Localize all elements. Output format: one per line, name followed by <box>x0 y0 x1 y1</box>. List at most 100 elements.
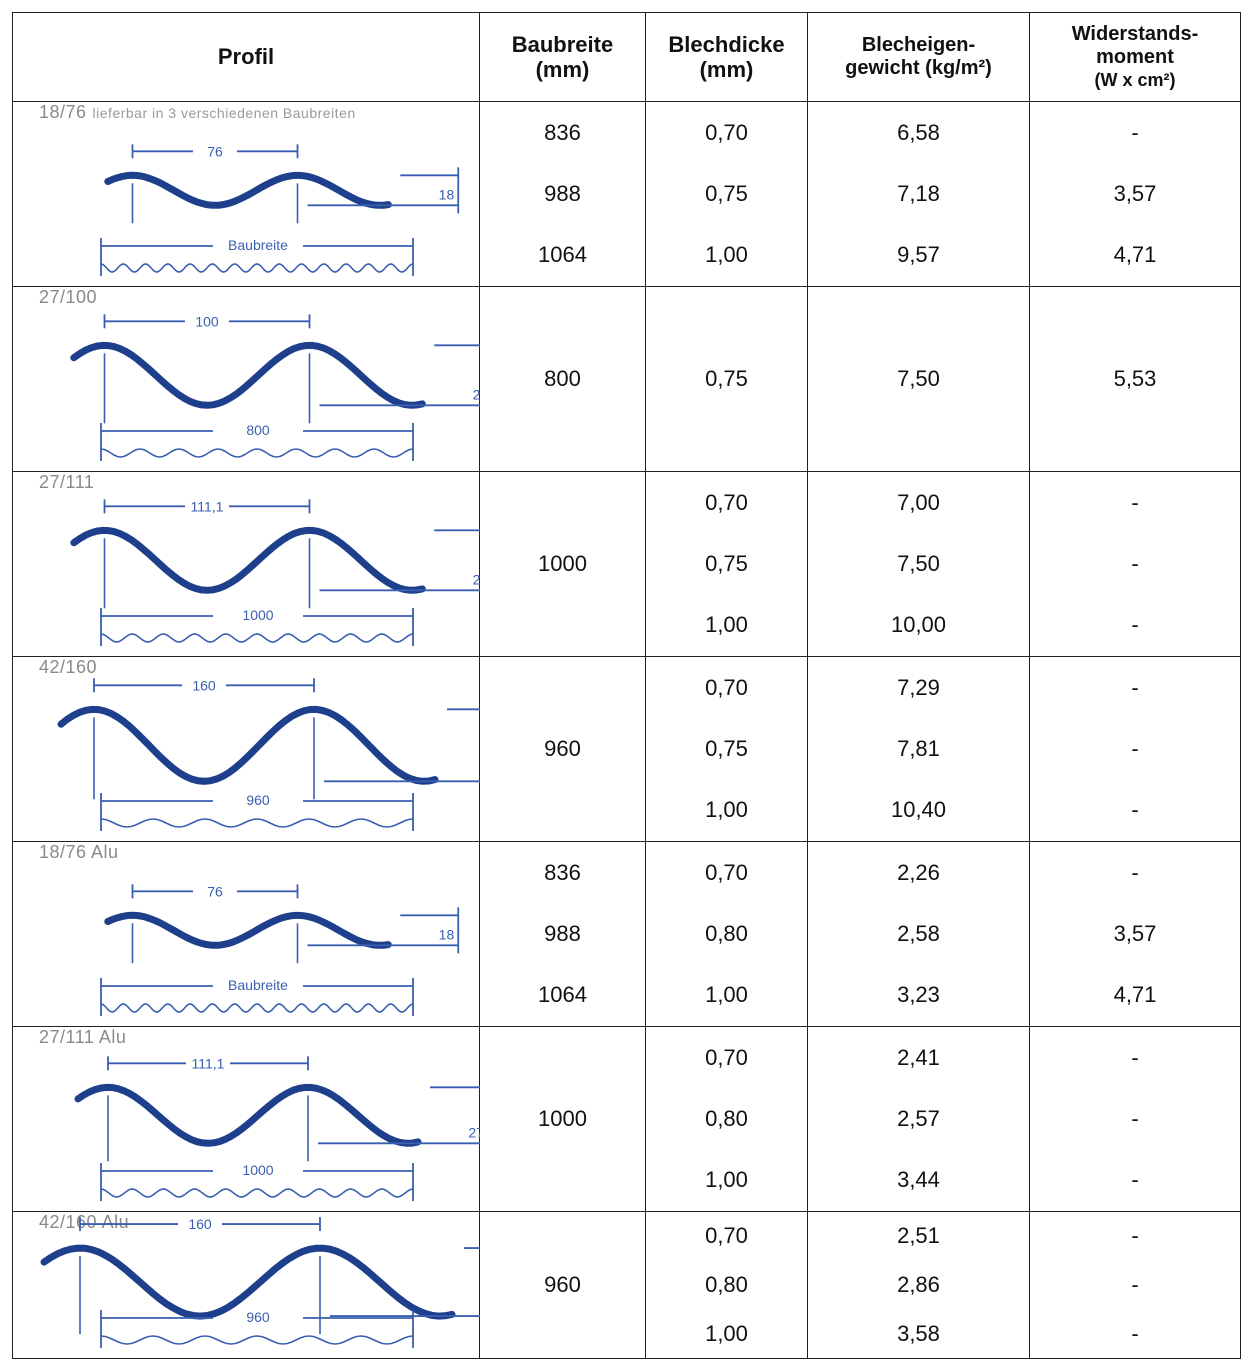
gewicht-value: 7,50 <box>897 550 940 576</box>
table-row: 27/100 100 27 800 800 0,75 7,50 5,53 <box>12 286 1241 472</box>
moment-value: - <box>1131 797 1139 823</box>
profile-name: 27/111 <box>39 472 95 492</box>
blechdicke-value: 0,70 <box>705 1044 748 1070</box>
wave-profile <box>70 526 426 594</box>
blechdicke-cell: 0,70 0,75 1,00 <box>645 101 808 287</box>
profile-cell: 27/111 111,1 27 1000 <box>12 471 480 657</box>
blechdicke-value: 0,70 <box>705 1223 748 1249</box>
wave-profile-small <box>100 448 414 458</box>
moment-cell: - - - <box>1029 471 1241 657</box>
dim-width-label: Baubreite <box>228 977 288 993</box>
gewicht-cell: 6,58 7,18 9,57 <box>807 101 1030 287</box>
blechdicke-cell: 0,70 0,80 1,00 <box>645 1026 808 1212</box>
gewicht-cell: 2,51 2,86 3,58 <box>807 1211 1030 1359</box>
dim-pitch-label: 76 <box>207 143 223 159</box>
profile-name: 27/111 Alu <box>39 1027 127 1047</box>
header-profil: Profil <box>12 12 480 102</box>
profile-drawing: 76 18 Baubreite <box>100 883 460 1016</box>
wave-profile-small <box>100 1188 414 1198</box>
moment-value: - <box>1131 550 1139 576</box>
baubreite-value: 1000 <box>538 1106 587 1131</box>
moment-value: 4,71 <box>1113 242 1157 268</box>
dim-height-label: 18 <box>439 186 455 202</box>
moment-cell: - - - <box>1029 656 1241 842</box>
table-row: 18/76 lieferbar in 3 verschiedenen Baubre… <box>12 101 1241 287</box>
blechdicke-cell: 0,70 0,80 1,00 <box>645 841 808 1027</box>
dim-width-label: Baubreite <box>228 237 288 253</box>
table-row: 18/76 Alu 76 18 Baubreite 836 988 1064 0,70 0,80… <box>12 841 1241 1027</box>
gewicht-value: 6,58 <box>897 119 940 145</box>
baubreite-cell: 836 988 1064 <box>479 841 646 1027</box>
gewicht-value: 7,50 <box>897 366 940 391</box>
profile-cell: 42/16016042960 <box>12 656 480 842</box>
gewicht-cell: 7,50 <box>807 286 1030 472</box>
blechdicke-value: 1,00 <box>705 242 748 268</box>
dim-height-label: 27 <box>473 386 480 402</box>
dim-pitch-label: 111,1 <box>192 1055 225 1071</box>
blechdicke-value: 0,80 <box>705 1271 748 1297</box>
profile-label: 42/160 Alu <box>39 1212 129 1233</box>
baubreite-value: 988 <box>544 920 581 946</box>
dim-pitch-label: 111,1 <box>191 498 224 514</box>
profile-cell: 42/160 Alu16042960 <box>12 1211 480 1359</box>
moment-value: - <box>1131 1044 1139 1070</box>
header-gewicht: Blecheigen-gewicht (kg/m²) <box>807 12 1030 102</box>
gewicht-value: 2,57 <box>897 1105 940 1131</box>
profile-cell: 27/100 100 27 800 <box>12 286 480 472</box>
moment-value: - <box>1131 1271 1139 1297</box>
profile-name: 42/160 <box>39 657 98 677</box>
gewicht-value: 9,57 <box>897 242 940 268</box>
dim-width-label: 1000 <box>242 1162 273 1178</box>
wave-profile <box>104 171 392 209</box>
dim-height-label: 18 <box>439 926 455 942</box>
dim-pitch-label: 160 <box>188 1216 212 1232</box>
dim-width-label: 1000 <box>242 607 273 623</box>
gewicht-value: 2,51 <box>897 1223 940 1249</box>
baubreite-cell: 1000 <box>479 471 646 657</box>
gewicht-value: 7,29 <box>897 674 940 700</box>
profile-name: 18/76 <box>39 102 87 122</box>
dim-width-label: 960 <box>246 1309 270 1325</box>
gewicht-value: 10,40 <box>890 797 947 823</box>
baubreite-value: 960 <box>544 736 581 761</box>
gewicht-value: 2,86 <box>897 1271 940 1297</box>
blechdicke-value: 0,75 <box>705 735 748 761</box>
moment-cell: - 3,57 4,71 <box>1029 841 1241 1027</box>
dim-width-label: 800 <box>246 422 270 438</box>
profile-drawing: 100 27 800 <box>70 313 480 461</box>
blechdicke-value: 0,70 <box>705 119 748 145</box>
moment-value: - <box>1131 1320 1139 1346</box>
profile-label: 27/111 Alu <box>39 1027 126 1048</box>
moment-value: - <box>1131 1105 1139 1131</box>
dim-height-label: 27 <box>468 1124 480 1140</box>
blechdicke-value: 0,70 <box>705 489 748 515</box>
baubreite-value: 1064 <box>538 982 587 1008</box>
gewicht-value: 7,18 <box>897 180 940 206</box>
moment-cell: - - - <box>1029 1211 1241 1359</box>
blechdicke-value: 0,70 <box>705 859 748 885</box>
dim-pitch-label: 100 <box>195 313 219 329</box>
blechdicke-value: 0,80 <box>705 1105 748 1131</box>
blechdicke-value: 0,75 <box>705 180 748 206</box>
profile-table: Profil Baubreite (mm) Blechdicke (mm) Blec… <box>12 12 1241 1359</box>
profile-name: 42/160 Alu <box>39 1212 130 1232</box>
moment-value: 5,53 <box>1113 366 1157 391</box>
dim-pitch-label: 160 <box>192 677 216 693</box>
wave-profile-small <box>100 263 414 273</box>
profile-note: lieferbar in 3 verschiedenen Baubreiten <box>92 105 356 121</box>
wave-profile <box>57 705 439 785</box>
blechdicke-value: 0,75 <box>705 550 748 576</box>
profile-drawing: 111,1 27 1000 <box>70 498 480 646</box>
moment-value: - <box>1131 735 1139 761</box>
moment-cell: 5,53 <box>1029 286 1241 472</box>
moment-value: 3,57 <box>1113 180 1157 206</box>
gewicht-value: 3,44 <box>897 1167 940 1193</box>
baubreite-value: 836 <box>544 859 581 885</box>
baubreite-cell: 1000 <box>479 1026 646 1212</box>
profile-label: 27/100 <box>39 287 97 308</box>
gewicht-cell: 2,26 2,58 3,23 <box>807 841 1030 1027</box>
baubreite-cell: 960 <box>479 656 646 842</box>
moment-cell: - 3,57 4,71 <box>1029 101 1241 287</box>
wave-profile <box>74 1083 422 1147</box>
baubreite-value: 1000 <box>538 551 587 576</box>
